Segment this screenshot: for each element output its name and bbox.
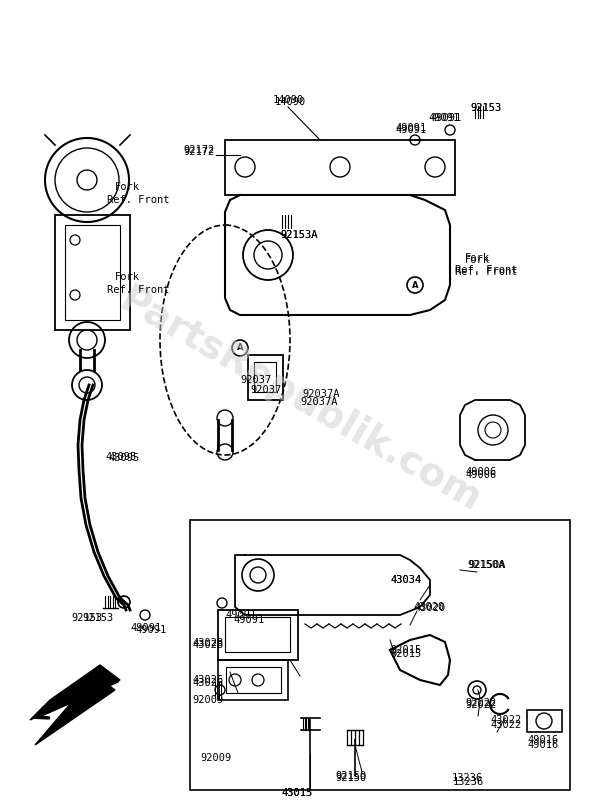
Bar [65,225,120,320]
Text: 14090: 14090 [272,95,304,105]
Polygon shape [30,665,120,720]
Bar [254,362,276,392]
Text: 92015: 92015 [390,649,421,659]
Text: 14090: 14090 [274,97,305,107]
Polygon shape [35,675,115,745]
Text: 43020: 43020 [414,603,445,613]
Text: 92037: 92037 [250,385,281,395]
Text: 49006: 49006 [465,470,496,480]
Text: 49091: 49091 [395,125,426,135]
Text: 43028: 43028 [192,640,223,650]
Text: 92015: 92015 [390,645,421,655]
Bar [225,617,290,652]
Text: 92022: 92022 [465,698,496,708]
Text: Fork: Fork [115,272,140,282]
Text: 92150A: 92150A [468,560,505,570]
Text: 92037A: 92037A [300,397,337,407]
Text: 92153: 92153 [72,613,103,623]
Bar [226,667,281,693]
Text: Ref. Front: Ref. Front [107,285,170,295]
Text: 49091: 49091 [225,610,256,620]
Text: 13236: 13236 [452,773,483,783]
Text: 13236: 13236 [453,777,484,787]
Bar [248,355,283,400]
Text: 49091: 49091 [233,615,264,625]
Text: 92153A: 92153A [280,230,317,240]
Text: 49016: 49016 [527,735,558,745]
Text: 92172: 92172 [184,145,215,155]
Text: 43015: 43015 [281,788,313,798]
Text: A: A [237,343,243,353]
Text: 43034: 43034 [390,575,421,585]
Text: 43028: 43028 [192,638,223,648]
Text: 92153: 92153 [470,103,501,113]
Text: Ref. Front: Ref. Front [107,195,170,205]
Text: 49016: 49016 [527,740,558,750]
Text: 92009: 92009 [200,753,231,763]
Bar [190,520,570,790]
Text: 92153A: 92153A [280,230,317,240]
Text: 92153: 92153 [82,613,113,623]
Bar [218,660,288,700]
Text: Fork: Fork [115,182,140,192]
Text: 49091: 49091 [428,113,459,123]
Text: 49091: 49091 [135,625,166,635]
Bar [225,140,455,195]
Text: 92037: 92037 [240,375,271,385]
Text: 92037A: 92037A [302,389,340,399]
Text: 43026: 43026 [192,675,223,685]
Text: PartsRepublik.com: PartsRepublik.com [112,281,488,519]
Text: 43020: 43020 [413,602,444,612]
Text: Fork: Fork [465,253,490,263]
Text: 43034: 43034 [390,575,421,585]
Text: Fork: Fork [465,255,490,265]
Text: 43026: 43026 [192,678,223,688]
Bar [55,215,130,330]
Text: 43015: 43015 [281,788,313,798]
Bar [218,610,298,660]
Text: 49006: 49006 [465,467,496,477]
Text: 43095: 43095 [108,453,139,463]
Text: 92150A: 92150A [467,560,505,570]
Text: 92022: 92022 [465,700,496,710]
Text: Ref. Front: Ref. Front [455,267,517,277]
Text: 49091: 49091 [430,113,461,123]
Text: 92150: 92150 [335,773,366,783]
Text: A: A [412,281,418,290]
Text: 92009: 92009 [192,695,223,705]
Text: Ref. Front: Ref. Front [455,265,517,275]
Text: 49091: 49091 [395,123,426,133]
Text: 92172: 92172 [184,147,215,157]
Text: 92150: 92150 [335,771,366,781]
Text: 43095: 43095 [105,452,136,462]
Text: 43022: 43022 [490,720,521,730]
Bar [527,710,562,732]
Text: 92153: 92153 [470,103,501,113]
Text: 49091: 49091 [130,623,161,633]
Text: 43022: 43022 [490,715,521,725]
